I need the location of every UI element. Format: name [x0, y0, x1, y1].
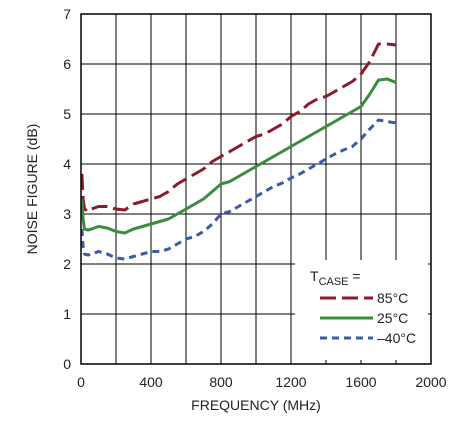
y-tick-label: 4 [63, 156, 71, 172]
legend-title-suffix: = [349, 268, 361, 284]
x-tick-label: 0 [77, 374, 85, 390]
y-tick-label: 1 [63, 306, 71, 322]
plot-frame [80, 13, 432, 365]
legend-title-main: T [310, 268, 319, 284]
legend-title-sub: CASE [319, 276, 349, 288]
grid [81, 14, 431, 364]
legend-label-2: –40°C [377, 330, 416, 346]
x-tick-label: 1600 [345, 374, 376, 390]
y-tick-label: 5 [63, 106, 71, 122]
series-line-2 [80, 118, 397, 261]
y-tick-label: 2 [63, 256, 71, 272]
y-tick-label: 6 [63, 56, 71, 72]
y-tick-label: 7 [63, 6, 71, 22]
legend-label-0: 85°C [377, 290, 408, 306]
y-tick-labels: 0 1 2 3 4 5 6 7 [63, 6, 71, 372]
y-axis-label: NOISE FIGURE (dB) [24, 124, 40, 255]
legend-background [295, 260, 428, 360]
legend-label-1: 25°C [377, 310, 408, 326]
x-tick-label: 1200 [275, 374, 306, 390]
x-tick-label: 2000 [415, 374, 446, 390]
x-tick-labels: 0 400 800 1200 1600 2000 [77, 374, 447, 390]
series-layer [80, 42, 397, 261]
x-tick-label: 400 [139, 374, 163, 390]
legend: TCASE = 85°C 25°C –40°C [295, 260, 428, 360]
legend-title: TCASE = [310, 268, 361, 288]
series-line-1 [80, 77, 397, 235]
y-tick-label: 0 [63, 356, 71, 372]
legend-items: 85°C 25°C –40°C [320, 290, 416, 346]
x-axis-label: FREQUENCY (MHz) [191, 397, 321, 413]
y-tick-label: 3 [63, 206, 71, 222]
x-tick-label: 800 [209, 374, 233, 390]
series-line-0 [80, 42, 397, 213]
